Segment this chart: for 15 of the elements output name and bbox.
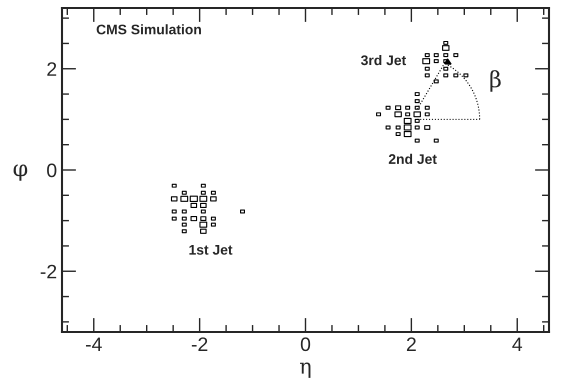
annotation: CMS Simulation (96, 24, 201, 34)
y-tick-label: 2 (47, 62, 56, 76)
x-tick-label: 2 (406, 337, 416, 351)
x-tick-label: 4 (512, 338, 522, 351)
y-tick-label: -2 (40, 264, 56, 278)
x-tick-label: 0 (300, 337, 310, 352)
y-tick-label: 0 (47, 163, 56, 178)
annotation: 3rd Jet (360, 54, 406, 66)
annotation: 1st Jet (189, 245, 232, 255)
x-axis-title: η (300, 362, 310, 378)
annotation: 2nd Jet (388, 154, 437, 164)
x-tick-label: -2 (192, 337, 208, 351)
x-tick-label: -4 (86, 338, 102, 351)
y-axis-title: φ (14, 164, 28, 181)
annotation: β (490, 70, 501, 92)
